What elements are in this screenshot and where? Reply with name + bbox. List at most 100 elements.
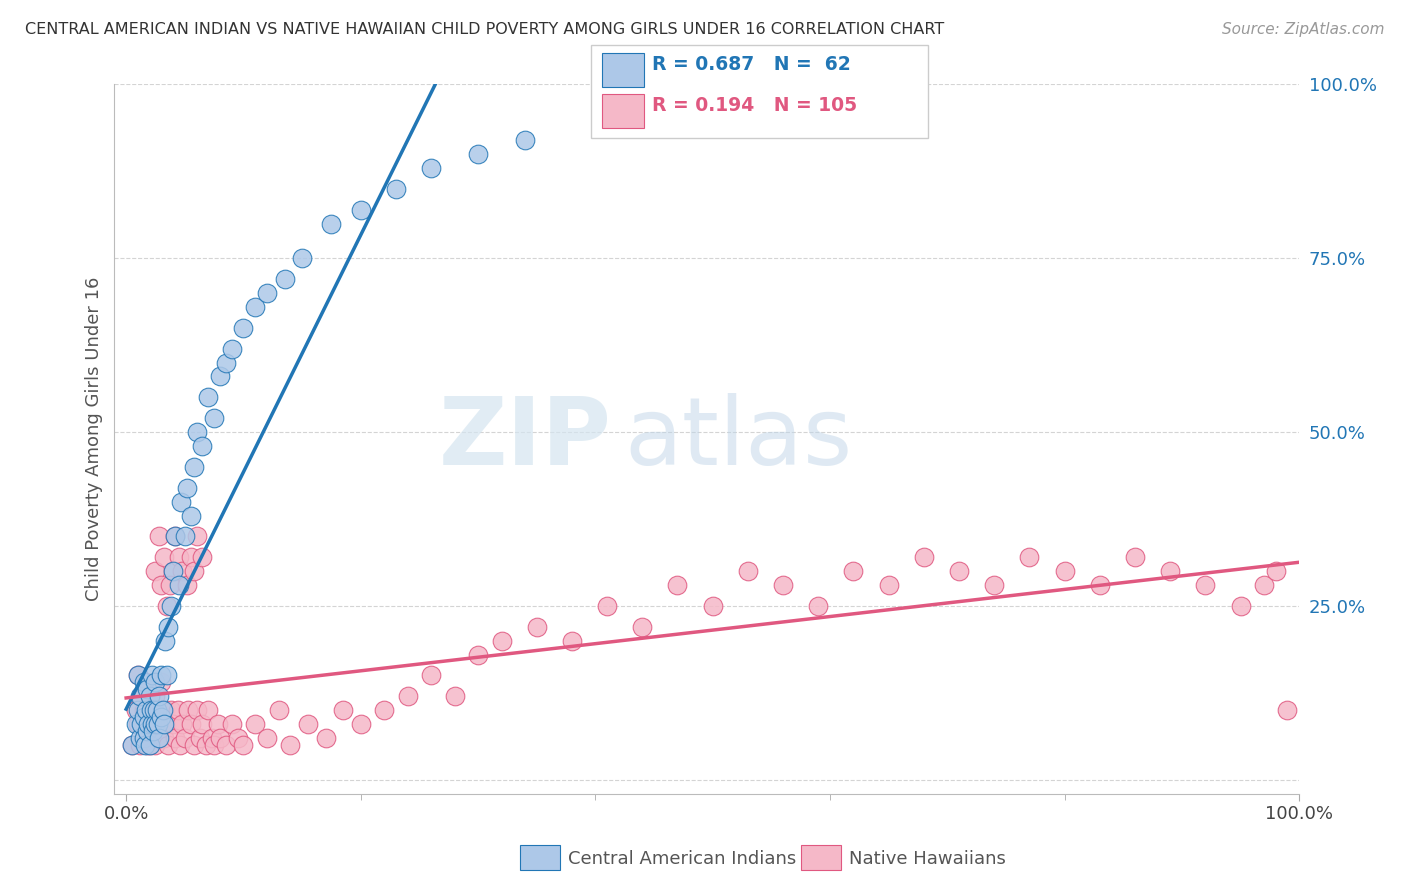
Point bbox=[243, 717, 266, 731]
Point bbox=[170, 494, 193, 508]
Point bbox=[141, 668, 163, 682]
Point bbox=[1159, 564, 1181, 578]
Point bbox=[148, 703, 170, 717]
Point bbox=[124, 717, 146, 731]
Point bbox=[141, 717, 163, 731]
Point bbox=[1123, 550, 1146, 565]
Point bbox=[146, 717, 169, 731]
Point bbox=[141, 717, 163, 731]
Point bbox=[131, 690, 153, 704]
Point bbox=[202, 738, 225, 752]
Point bbox=[197, 703, 219, 717]
Point bbox=[152, 717, 174, 731]
Point bbox=[491, 633, 513, 648]
Point bbox=[201, 731, 224, 745]
Point bbox=[138, 738, 160, 752]
Point bbox=[172, 717, 194, 731]
Point bbox=[124, 703, 146, 717]
Point bbox=[153, 703, 176, 717]
Point bbox=[156, 599, 179, 613]
Text: atlas: atlas bbox=[624, 393, 852, 485]
Point bbox=[143, 703, 166, 717]
Point bbox=[132, 675, 155, 690]
Point bbox=[150, 675, 173, 690]
Point bbox=[948, 564, 970, 578]
Point bbox=[169, 738, 191, 752]
Point bbox=[167, 550, 190, 565]
Point bbox=[243, 300, 266, 314]
Point bbox=[138, 717, 160, 731]
Point bbox=[129, 690, 152, 704]
Point bbox=[136, 703, 159, 717]
Point bbox=[526, 620, 548, 634]
Point bbox=[145, 703, 167, 717]
Point bbox=[1277, 703, 1299, 717]
Point bbox=[162, 717, 184, 731]
Point bbox=[1253, 578, 1275, 592]
Point bbox=[596, 599, 619, 613]
Point bbox=[127, 668, 149, 682]
Point bbox=[138, 738, 160, 752]
Point bbox=[152, 703, 174, 717]
Point bbox=[321, 217, 343, 231]
Point bbox=[208, 731, 231, 745]
Point bbox=[136, 724, 159, 739]
Point bbox=[215, 738, 238, 752]
Point bbox=[1018, 550, 1040, 565]
Point bbox=[142, 731, 165, 745]
Point bbox=[121, 738, 143, 752]
Point bbox=[146, 731, 169, 745]
Point bbox=[188, 731, 211, 745]
Point bbox=[467, 147, 489, 161]
Point bbox=[561, 633, 583, 648]
Point bbox=[267, 703, 290, 717]
Point bbox=[1229, 599, 1251, 613]
Point bbox=[191, 717, 214, 731]
Point bbox=[332, 703, 354, 717]
Point bbox=[165, 731, 187, 745]
Text: Source: ZipAtlas.com: Source: ZipAtlas.com bbox=[1222, 22, 1385, 37]
Point bbox=[127, 703, 149, 717]
Point bbox=[145, 717, 167, 731]
Point bbox=[385, 182, 408, 196]
Point bbox=[180, 508, 202, 523]
Point bbox=[134, 738, 156, 752]
Point bbox=[197, 390, 219, 404]
Point bbox=[162, 564, 184, 578]
Point bbox=[666, 578, 689, 592]
Point bbox=[737, 564, 759, 578]
Point bbox=[132, 731, 155, 745]
Point bbox=[912, 550, 935, 565]
Point bbox=[167, 578, 190, 592]
Point bbox=[297, 717, 319, 731]
Point bbox=[207, 717, 229, 731]
Point bbox=[127, 668, 149, 682]
Point bbox=[159, 599, 181, 613]
Point bbox=[186, 425, 208, 439]
Text: R = 0.194   N = 105: R = 0.194 N = 105 bbox=[652, 96, 858, 115]
Point bbox=[232, 738, 254, 752]
Point bbox=[135, 703, 157, 717]
Point bbox=[631, 620, 654, 634]
Point bbox=[148, 690, 170, 704]
Point bbox=[162, 564, 184, 578]
Point bbox=[129, 738, 152, 752]
Y-axis label: Child Poverty Among Girls Under 16: Child Poverty Among Girls Under 16 bbox=[86, 277, 103, 601]
Text: R = 0.687   N =  62: R = 0.687 N = 62 bbox=[652, 55, 851, 74]
Point bbox=[1264, 564, 1286, 578]
Point bbox=[180, 550, 202, 565]
Point bbox=[145, 717, 167, 731]
Point bbox=[166, 703, 188, 717]
Point bbox=[191, 550, 214, 565]
Point bbox=[1088, 578, 1111, 592]
Point bbox=[191, 439, 214, 453]
Point bbox=[159, 578, 181, 592]
Point bbox=[877, 578, 900, 592]
Point bbox=[467, 648, 489, 662]
Point bbox=[145, 675, 167, 690]
Text: Central American Indians: Central American Indians bbox=[568, 850, 796, 868]
Point bbox=[1053, 564, 1076, 578]
Point bbox=[221, 717, 243, 731]
Point bbox=[186, 703, 208, 717]
Point bbox=[165, 529, 187, 543]
